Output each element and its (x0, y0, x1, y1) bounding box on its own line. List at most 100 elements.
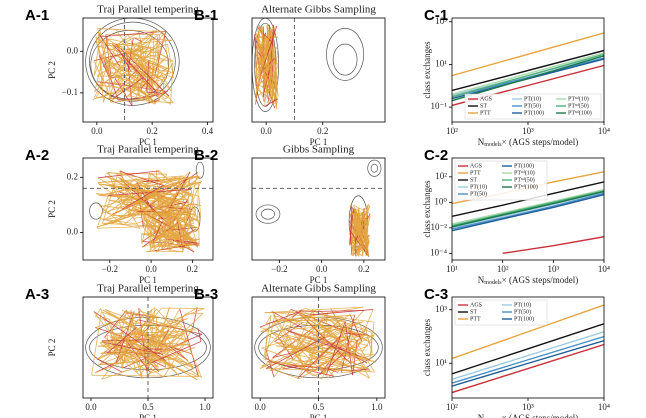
trajectory-step (255, 81, 264, 98)
series-line (452, 52, 604, 95)
panel-title: Traj Parallel tempering (97, 144, 199, 156)
trajectory-step (297, 339, 328, 375)
y-tick-label: 10¹ (435, 357, 447, 367)
trajectory-step (156, 307, 198, 333)
x-tick-label: 10² (446, 402, 458, 412)
trajectory-step (147, 219, 183, 247)
trajectory-step (264, 306, 364, 314)
trajectory-step (153, 221, 163, 242)
trajectory-step (110, 98, 150, 103)
x-tick-label: 0.0 (91, 126, 103, 136)
trajectory-step (297, 321, 364, 340)
trajectory-step (274, 81, 278, 103)
density-contour (326, 28, 365, 81)
trajectory-step (351, 251, 359, 256)
trajectory-step (121, 311, 135, 369)
legend-box (454, 299, 548, 326)
y-tick-label: 10³ (435, 304, 447, 314)
trajectory-step (97, 31, 120, 67)
density-contour (367, 159, 382, 177)
trajectory-step (154, 31, 167, 76)
trajectory-step (257, 73, 265, 77)
trajectory-step (179, 323, 189, 332)
y-tick-label: 0.2 (67, 171, 78, 181)
trajectory-step (259, 28, 273, 81)
trajectory-step (112, 181, 142, 216)
trajectory-step (362, 334, 375, 352)
density-contour (370, 163, 379, 173)
x-tick-label: 0.5 (313, 402, 325, 412)
trajectory-step (119, 170, 165, 187)
trajectory-step (167, 308, 205, 323)
x-tick-label: 0.2 (317, 126, 328, 136)
trajectory-step (282, 317, 293, 351)
trajectory-step (146, 67, 168, 92)
trajectory-step (354, 204, 369, 249)
y-tick-label: 10³ (435, 16, 447, 26)
trajectory-step (156, 230, 197, 246)
x-tick-label: 10³ (547, 264, 559, 274)
trajectory-step (143, 207, 187, 220)
trajectory-step (112, 310, 141, 346)
trajectory-step (298, 312, 366, 358)
trajectory-step (179, 181, 184, 197)
trajectory-step (96, 195, 109, 229)
trajectory-step (136, 185, 163, 211)
trajectory-step (94, 37, 108, 92)
trajectory-step (260, 320, 282, 332)
trajectory-step (124, 208, 135, 219)
trajectory-step (350, 368, 369, 372)
y-tick-label: −0.1 (62, 87, 78, 97)
x-tick-label: 10² (446, 126, 458, 136)
trajectory-step (97, 177, 194, 183)
y-tick-label: 0.0 (67, 45, 79, 55)
trajectory-step (353, 239, 365, 256)
trajectory-step (99, 55, 110, 79)
plot-frame (82, 17, 214, 123)
x-axis-label-rest: × (AGS steps/model) (502, 137, 579, 147)
x-tick-label: 10⁴ (598, 402, 610, 412)
trajectory-step (301, 309, 341, 341)
trajectory-step (141, 233, 197, 242)
trajectory-step (144, 344, 191, 348)
x-axis-label: PC 1 (139, 413, 157, 418)
trajectory-step (101, 341, 136, 358)
trajectory-step (197, 328, 202, 342)
trajectory-step (97, 28, 164, 33)
trajectory-step (147, 365, 176, 375)
x-axis-label-rest: × (AGS steps/model) (502, 275, 579, 285)
trajectory-step (261, 325, 340, 332)
trajectory-step (148, 224, 152, 229)
x-tick-label: −0.2 (271, 264, 287, 274)
series-line (452, 190, 604, 228)
trajectory-step (265, 349, 275, 378)
panel-label: C-1 (424, 7, 448, 24)
y-axis-label: PC 2 (47, 339, 57, 357)
trajectory-step (180, 211, 195, 249)
trajectory-step (146, 250, 155, 253)
trajectory-step (119, 171, 138, 212)
trajectory-step (155, 176, 201, 209)
trajectory-step (117, 176, 166, 206)
trajectory-step (292, 309, 302, 318)
trajectory-step (309, 358, 343, 366)
legend-label: ST (470, 309, 477, 315)
trajectory-step (139, 321, 169, 355)
x-axis-label: PC 1 (139, 275, 157, 285)
trajectory-step (198, 219, 200, 245)
x-tick-label: 1.0 (371, 402, 383, 412)
density-contour (332, 43, 358, 76)
trajectory-step (108, 84, 153, 100)
trajectory-step (134, 37, 143, 43)
trajectory-step (127, 95, 153, 100)
trajectory-step (122, 310, 157, 318)
legend-label: PT(100) (514, 315, 534, 322)
trajectory-step (122, 347, 141, 355)
trajectory-step (98, 183, 184, 198)
y-tick-label: 10⁰ (434, 196, 447, 206)
trajectory-step (275, 312, 346, 322)
trajectory-step (101, 341, 163, 355)
trajectory-step (103, 316, 110, 320)
y-axis-label: class exchanges (422, 318, 432, 376)
